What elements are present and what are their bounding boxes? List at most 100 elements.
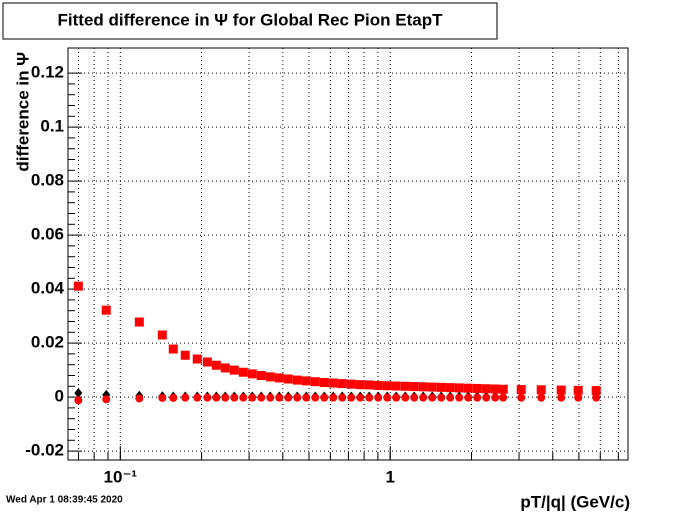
square-marker (409, 382, 419, 392)
circle-marker (239, 393, 248, 402)
square-marker (337, 379, 347, 389)
square-marker (364, 380, 374, 390)
circle-marker (203, 393, 212, 402)
square-marker (472, 383, 482, 393)
square-marker (328, 378, 338, 388)
square-marker (490, 384, 500, 394)
circle-marker (499, 393, 508, 402)
square-marker (73, 281, 83, 291)
square-marker (134, 317, 144, 327)
circle-marker (181, 393, 190, 402)
square-marker (256, 370, 266, 380)
circle-marker (392, 393, 401, 402)
circle-marker (410, 393, 419, 402)
square-marker (355, 380, 365, 390)
circle-marker (383, 393, 392, 402)
square-marker (310, 377, 320, 387)
chart-title: Fitted difference in Ψ for Global Rec Pi… (58, 10, 444, 29)
square-marker (301, 376, 311, 386)
y-tick-label: 0.08 (31, 171, 64, 190)
square-marker (463, 383, 473, 393)
circle-marker (311, 393, 320, 402)
circle-marker (221, 393, 230, 402)
circle-marker (293, 393, 302, 402)
square-marker (427, 382, 437, 392)
plot-frame (67, 47, 629, 461)
square-marker (274, 373, 284, 383)
y-tick-label: 0 (55, 387, 64, 406)
circle-marker (230, 393, 239, 402)
diamond-marker (74, 388, 83, 399)
square-marker (418, 382, 428, 392)
square-marker (247, 369, 257, 379)
square-marker (536, 385, 546, 395)
circle-marker (347, 393, 356, 402)
square-marker (346, 379, 356, 389)
square-marker (157, 330, 167, 340)
square-marker (319, 378, 329, 388)
circle-marker (158, 393, 167, 402)
y-tick-label: 0.06 (31, 225, 64, 244)
square-marker (436, 382, 446, 392)
circle-marker (320, 393, 329, 402)
circle-marker (464, 393, 473, 402)
circle-marker (212, 393, 221, 402)
title-box (2, 2, 498, 40)
square-marker (556, 385, 566, 395)
circle-marker (537, 393, 546, 402)
square-marker (516, 385, 526, 395)
circle-marker (169, 393, 178, 402)
circle-marker (428, 393, 437, 402)
circle-marker (248, 393, 257, 402)
circle-marker (592, 393, 601, 402)
circle-marker (329, 393, 338, 402)
circle-marker (365, 393, 374, 402)
y-tick-label: 0.12 (31, 63, 64, 82)
square-marker (391, 381, 401, 391)
square-marker (283, 374, 293, 384)
circle-marker (284, 393, 293, 402)
circle-marker (102, 395, 111, 404)
circle-marker (574, 393, 583, 402)
y-axis-label: difference in Ψ (13, 52, 32, 172)
x-axis-label: pT/|q| (GeV/c) (520, 492, 630, 511)
square-marker (180, 350, 190, 360)
x-tick-label: 10⁻¹ (104, 467, 138, 486)
circle-marker (517, 393, 526, 402)
square-marker (292, 375, 302, 385)
square-marker (481, 384, 491, 394)
circle-marker (437, 393, 446, 402)
circle-marker (557, 393, 566, 402)
square-marker (101, 305, 111, 315)
circle-marker (135, 394, 144, 403)
square-marker (202, 357, 212, 367)
circle-marker (491, 393, 500, 402)
square-marker (382, 381, 392, 391)
circle-marker (302, 393, 311, 402)
square-marker (265, 372, 275, 382)
y-tick-label: 0.04 (31, 279, 65, 298)
square-marker (445, 383, 455, 393)
circle-marker (374, 393, 383, 402)
x-tick-label: 1 (386, 467, 395, 486)
square-marker (229, 365, 239, 375)
circle-marker (446, 393, 455, 402)
y-tick-label: -0.02 (25, 441, 64, 460)
square-marker (238, 367, 248, 377)
circle-marker (356, 393, 365, 402)
circle-marker (419, 393, 428, 402)
circle-marker (401, 393, 410, 402)
square-marker (454, 383, 464, 393)
circle-marker (257, 393, 266, 402)
square-marker (192, 354, 202, 364)
timestamp: Wed Apr 1 08:39:45 2020 (6, 495, 123, 506)
circle-marker (74, 396, 83, 405)
y-tick-label: 0.1 (40, 117, 64, 136)
square-marker (591, 386, 601, 396)
circle-marker (338, 393, 347, 402)
y-tick-label: 0.02 (31, 333, 64, 352)
circle-marker (482, 393, 491, 402)
square-marker (168, 344, 178, 354)
circle-marker (266, 393, 275, 402)
circle-marker (473, 393, 482, 402)
